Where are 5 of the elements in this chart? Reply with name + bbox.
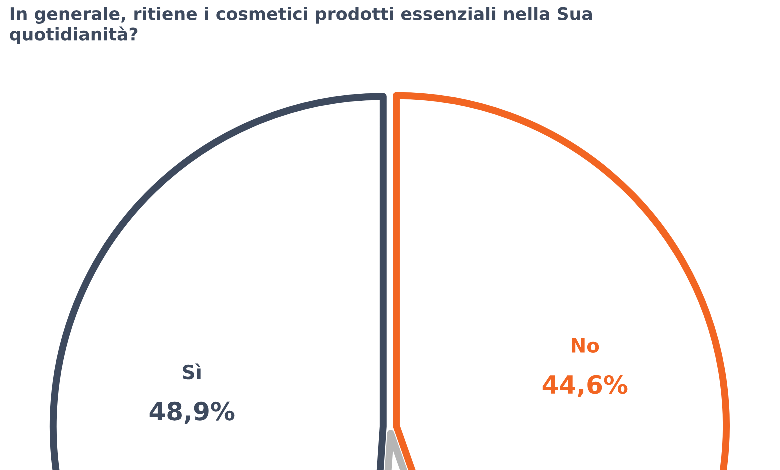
data-label: 44,6% [542,375,628,398]
data-label: 48,9% [150,402,235,424]
slice-label: Sì [183,364,201,380]
slice-label: No [572,338,600,354]
chart-title: In generale, ritiene i cosmetici prodotti essenziali nella Sua quotidianità? [10,7,592,44]
